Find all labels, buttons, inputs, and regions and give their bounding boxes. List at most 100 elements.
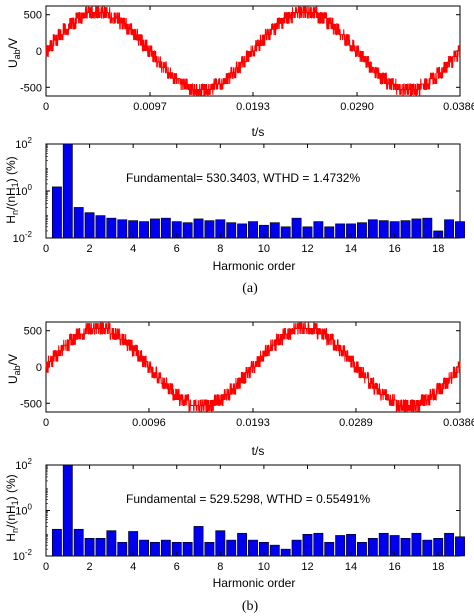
- spec1-xtick-label: 4: [130, 561, 136, 573]
- spec0-ytick-base: 10: [15, 186, 27, 198]
- spec1-xtick-label: 8: [217, 561, 223, 573]
- wave0-xtick-label: 0.0097: [133, 101, 167, 113]
- wave0-ytick-label: 500: [24, 10, 42, 22]
- spec1-bar: [182, 542, 193, 557]
- spec1-bar: [269, 544, 280, 557]
- spectrum-a-ylabel: Hn/(nH1) (%): [4, 156, 20, 223]
- spec0-bar: [160, 217, 171, 239]
- spectrum-b-annotation: Fundamental = 529.5298, WTHD = 0.55491%: [126, 492, 370, 506]
- spec0-bar: [444, 219, 455, 239]
- spec1-bar: [160, 539, 171, 557]
- wave0-xtick-label: 0.0386: [443, 101, 474, 113]
- spec1-xtick-label: 2: [87, 561, 93, 573]
- spec1-ytick-label: 10-2: [13, 548, 33, 563]
- spec0-xtick-label: 12: [301, 243, 313, 255]
- spec1-bar: [335, 535, 346, 557]
- spec0-ytick-label: 100: [15, 183, 32, 198]
- wave1-xtick-label: 0.0386: [443, 417, 474, 429]
- spec0-xtick-label: 6: [174, 243, 180, 255]
- spec0-bar: [335, 223, 346, 239]
- wave0-xtick-label: 0.0193: [236, 101, 270, 113]
- wave-b-xlabel: t/s: [252, 444, 265, 458]
- wave1-series-line: [45, 322, 461, 412]
- spec0-bar: [269, 222, 280, 239]
- wave1-ytick-label: 0: [36, 362, 42, 374]
- spec1-bar: [248, 539, 258, 557]
- spec1-xtick-label: 16: [389, 561, 401, 573]
- spec0-xtick-label: 14: [345, 243, 357, 255]
- spec1-ytick-base: 10: [15, 460, 27, 472]
- spec1-bar: [444, 532, 455, 557]
- spec1-xtick-label: 0: [43, 561, 49, 573]
- spec1-bar: [291, 539, 302, 557]
- spectrum-a-xlabel: Harmonic order: [213, 259, 296, 273]
- wave1-xtick-label: 0.0289: [339, 417, 373, 429]
- spec1-xtick-label: 10: [258, 561, 270, 573]
- wave-b-ylabel: Uab/V: [6, 354, 22, 384]
- wave0-xtick-label: 0: [43, 101, 49, 113]
- caption-b: (b): [242, 599, 259, 614]
- spec0-bar: [150, 218, 160, 239]
- spectrum-b-xlabel: Harmonic order: [213, 576, 296, 590]
- wave0-ytick-label: 0: [36, 46, 42, 58]
- wave1-ytick-label: 500: [24, 326, 42, 338]
- spec1-xtick-label: 18: [432, 561, 444, 573]
- spec0-bar: [95, 215, 106, 239]
- wave0-xtick-label: 0.0290: [340, 101, 374, 113]
- spec1-bar: [226, 539, 237, 557]
- spec0-xtick-label: 8: [217, 243, 223, 255]
- spec0-bar: [280, 226, 291, 239]
- spec1-bar: [51, 528, 62, 557]
- spec1-ytick-label: 100: [15, 503, 32, 518]
- spec0-bar: [204, 220, 215, 239]
- spec1-ytick-base: 10: [13, 551, 25, 563]
- spectrum-b-ylabel: Hn/(nH1) (%): [4, 474, 20, 541]
- spec0-ytick-base: 10: [13, 233, 25, 245]
- spec1-bar: [367, 537, 378, 557]
- spec0-bar: [367, 219, 378, 239]
- spec1-bar: [313, 532, 324, 557]
- spec0-xtick-label: 2: [87, 243, 93, 255]
- spec1-bar: [117, 542, 128, 557]
- spec0-xtick-label: 16: [389, 243, 401, 255]
- wave1-xtick-label: 0.0096: [132, 417, 166, 429]
- spec1-bar: [193, 526, 204, 557]
- spec0-bar: [291, 217, 302, 239]
- spec1-bar: [106, 530, 117, 557]
- wave-a-xlabel: t/s: [252, 125, 265, 139]
- spec1-bar: [150, 542, 160, 557]
- spec0-bar: [226, 222, 237, 239]
- wave1-xtick-label: 0: [43, 417, 49, 429]
- spec1-bar: [280, 548, 291, 557]
- spec0-bar: [62, 143, 73, 239]
- spec0-bar: [378, 220, 389, 239]
- spec0-bar: [139, 221, 149, 239]
- spec0-bar: [324, 226, 335, 239]
- spectrum-a-annotation: Fundamental= 530.3403, WTHD = 1.4732%: [126, 171, 360, 185]
- spec1-bar: [324, 542, 335, 557]
- spec1-bar: [400, 537, 411, 557]
- wave0-ytick-label: -500: [20, 82, 42, 94]
- spec1-ytick-exp: -2: [25, 548, 33, 557]
- spec0-ytick-label: 10-2: [13, 230, 33, 245]
- spec0-bar: [455, 221, 465, 239]
- spec0-bar: [422, 217, 433, 239]
- wave1-xtick-label: 0.0193: [236, 417, 270, 429]
- spec0-bar: [106, 217, 117, 239]
- spec0-ytick-exp: -2: [25, 230, 33, 239]
- spec1-ytick-base: 10: [15, 506, 27, 518]
- spec1-ytick-label: 102: [15, 457, 32, 472]
- spec0-xtick-label: 10: [258, 243, 270, 255]
- spec0-bar: [248, 221, 258, 239]
- spec0-bar: [193, 218, 204, 239]
- spec0-bar: [357, 222, 367, 239]
- spec1-bar: [237, 532, 248, 557]
- spec0-bar: [400, 220, 411, 239]
- spec1-bar: [73, 528, 84, 557]
- wave-a-ylabel: Uab/V: [6, 38, 22, 68]
